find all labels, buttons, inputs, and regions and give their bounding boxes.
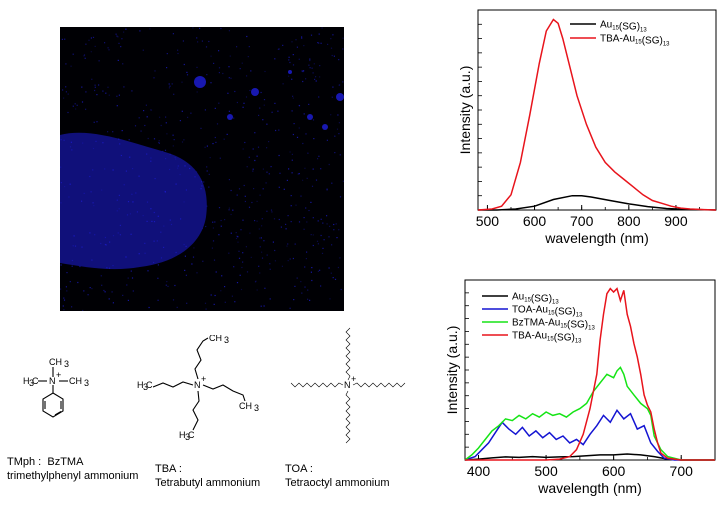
particle-blob (60, 132, 207, 270)
tmph-ch3-right: CH (69, 376, 82, 386)
plot-frame (464, 279, 716, 461)
series-line-1 (477, 18, 717, 211)
x-axis-label: wavelength (nm) (544, 230, 649, 246)
tmph-full-name: trimethylphenyl ammonium (7, 470, 139, 482)
tmph-ch3-top-sub: 3 (64, 359, 69, 369)
legend-label-3: TBA-Au15(SG)13 (512, 331, 582, 345)
tmph-ch3-right-sub: 3 (84, 378, 89, 388)
series-line-1 (464, 408, 715, 461)
tba-h3c-bottom-h: H (179, 430, 186, 440)
x-tick-label: 900 (664, 213, 688, 229)
caption-tmph: TMph : BzTMA trimethylphenyl ammonium (7, 455, 138, 483)
legend-label-1: TBA-Au15(SG)13 (600, 34, 670, 48)
tmph-h3c-h: H (23, 376, 30, 386)
bztma-label: BzTMA (47, 456, 84, 468)
x-tick-label: 600 (602, 463, 626, 479)
tba-h3c-c: C (146, 380, 153, 390)
speckle-noise (60, 27, 344, 312)
tba-h3c-bottom-c: C (188, 430, 195, 440)
plot-frame (477, 9, 717, 211)
series-line-0 (478, 194, 717, 211)
emission-chart-top: 500 600 700 800 900 wavelength (nm) Intensity … (457, 9, 717, 246)
x-tick-label: 700 (570, 213, 594, 229)
x-axis-label: wavelength (nm) (537, 480, 642, 496)
tba-ch3-right: CH (239, 401, 252, 411)
tmph-plus: + (56, 370, 61, 380)
legend-label-1: TOA-Au15(SG)13 (512, 305, 583, 319)
legend-label-0: Au15(SG)13 (600, 20, 647, 34)
structure-toa: N + (290, 327, 406, 444)
structure-tba: H 3 C N + CH 3 CH 3 H 3 C (137, 335, 259, 442)
bright-spot (307, 114, 313, 120)
tba-ch3-top-sub: 3 (224, 335, 229, 345)
legend-label-2: BzTMA-Au15(SG)13 (512, 318, 595, 332)
toa-n: N (344, 380, 351, 390)
bright-spot (194, 76, 206, 88)
x-tick-label: 600 (523, 213, 547, 229)
bright-spot (322, 124, 328, 130)
tmph-n: N (49, 376, 56, 386)
bright-spot (251, 88, 259, 96)
x-tick-label: 800 (617, 213, 641, 229)
bright-spot (288, 70, 292, 74)
bright-spot (336, 93, 344, 101)
tba-h3c-h: H (137, 380, 144, 390)
x-tick-label: 400 (467, 463, 491, 479)
tba-h3c-bottom-sub: 3 (185, 432, 190, 442)
series-line-3 (465, 287, 715, 461)
toa-full-name: Tetraoctyl ammonium (285, 477, 390, 489)
y-axis-label: Intensity (a.u.) (444, 326, 460, 415)
emission-chart-bottom: 400 500 600 700 wavelength (nm) Intensity (a.… (444, 279, 716, 496)
tba-n: N (194, 380, 201, 390)
x-tick-label: 500 (534, 463, 558, 479)
y-axis-label: Intensity (a.u.) (457, 66, 473, 155)
tmph-ch3-top: CH (49, 357, 62, 367)
fluorescence-micrograph (60, 27, 344, 312)
tba-ch3-top: CH (209, 335, 222, 343)
bright-spot (227, 114, 233, 120)
x-tick-label: 700 (670, 463, 694, 479)
tba-h3c-sub: 3 (143, 382, 148, 392)
caption-tba: TBA : Tetrabutyl ammonium (155, 462, 260, 490)
tba-full-name: Tetrabutyl ammonium (155, 477, 261, 489)
tba-ch3-right-sub: 3 (254, 403, 259, 413)
legend-label-0: Au15(SG)13 (512, 292, 559, 306)
tmph-abbr-label: TMph : (7, 456, 42, 468)
tba-plus: + (201, 374, 206, 384)
series-line-2 (464, 366, 715, 461)
toa-abbr-label: TOA : (285, 463, 313, 475)
x-tick-label: 500 (476, 213, 500, 229)
toa-plus: + (351, 374, 356, 384)
tmph-h3c-c: C (32, 376, 39, 386)
structure-tmph: CH 3 H 3 C N + CH 3 (23, 357, 89, 418)
tba-abbr-label: TBA : (155, 463, 182, 475)
tmph-h3c-sub: 3 (29, 378, 34, 388)
micrograph-image (60, 27, 344, 312)
caption-toa: TOA : Tetraoctyl ammonium (285, 462, 390, 490)
